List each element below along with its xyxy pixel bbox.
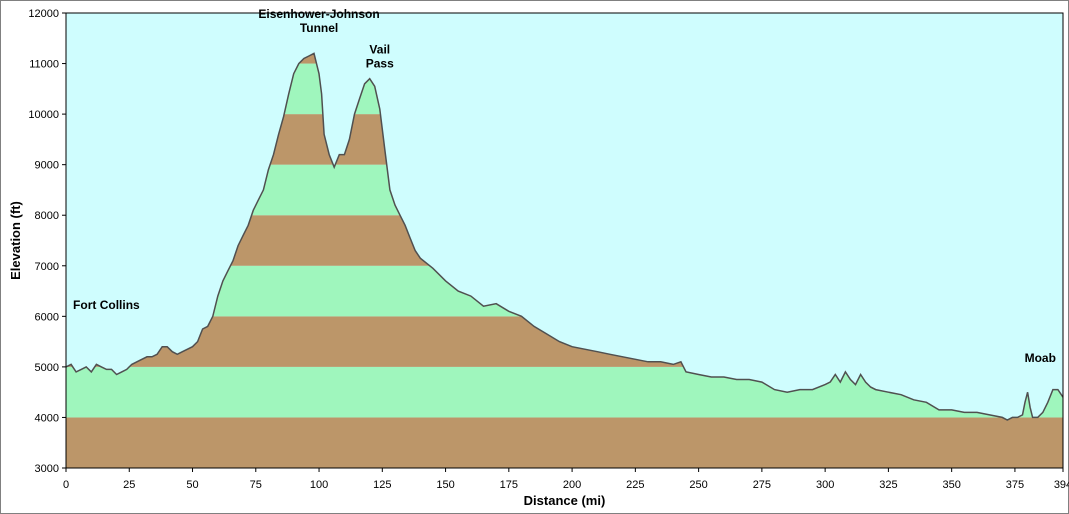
y-tick-label: 6000 — [35, 311, 59, 323]
annotation-label: Pass — [366, 56, 394, 70]
elevation-profile-line — [65, 52, 1064, 421]
x-tick-label: 25 — [123, 479, 135, 491]
x-tick-label: 200 — [563, 479, 581, 491]
annotation-label: Eisenhower-Johnson — [258, 7, 379, 21]
annotation-label: Fort Collins — [73, 298, 140, 312]
elevation-band — [66, 417, 1063, 468]
x-axis-title: Distance (mi) — [524, 493, 606, 508]
y-axis: 3000 4000 5000 6000 7000 8000 9000 10000 11000 12… — [28, 8, 66, 475]
x-tick-label: 100 — [310, 479, 328, 491]
y-tick-label: 7000 — [35, 261, 59, 273]
x-tick-label: 325 — [879, 479, 897, 491]
plot-border — [65, 12, 1064, 469]
x-tick-label: 50 — [186, 479, 198, 491]
y-tick-label: 12000 — [28, 8, 59, 20]
x-axis: 0 25 50 75 100 125 150 175 200 225 250 275 300 325 350… — [63, 468, 1069, 491]
x-tick-label: 125 — [373, 479, 391, 491]
y-tick-label: 10000 — [28, 109, 59, 121]
x-tick-label: 394 — [1054, 479, 1069, 491]
annotation-label: Tunnel — [300, 21, 338, 35]
y-tick-label: 11000 — [29, 59, 59, 71]
x-tick-label: 300 — [816, 479, 834, 491]
y-tick-label: 4000 — [35, 412, 59, 424]
x-tick-label: 225 — [626, 479, 644, 491]
x-tick-label: 0 — [63, 479, 69, 491]
y-axis-title: Elevation (ft) — [8, 201, 23, 280]
x-tick-label: 275 — [753, 479, 771, 491]
y-tick-label: 3000 — [35, 463, 59, 475]
y-tick-label: 5000 — [35, 362, 59, 374]
x-tick-label: 175 — [500, 479, 518, 491]
x-tick-label: 250 — [689, 479, 707, 491]
y-tick-label: 9000 — [35, 160, 59, 172]
y-tick-label: 8000 — [35, 210, 59, 222]
annotation-label: Vail — [369, 42, 390, 56]
x-tick-label: 375 — [1006, 479, 1024, 491]
x-tick-label: 75 — [250, 479, 262, 491]
x-tick-label: 350 — [942, 479, 960, 491]
x-tick-label: 150 — [436, 479, 454, 491]
annotation-label: Moab — [1025, 351, 1056, 365]
